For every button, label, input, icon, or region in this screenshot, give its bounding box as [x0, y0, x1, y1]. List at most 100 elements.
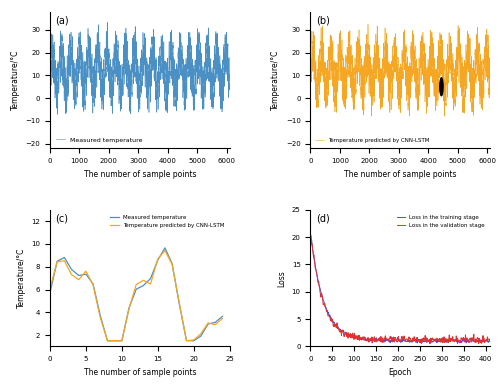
- Loss in the validation stage: [462, 333, 468, 337]
- Line: Temperature predicted by CNN-LSTM: Temperature predicted by CNN-LSTM: [310, 24, 493, 116]
- Ellipse shape: [440, 78, 443, 96]
- Line: Measured temperature: Measured temperature: [50, 248, 222, 341]
- Loss in the training stage: [462, 339, 468, 343]
- Measured temperature: [126, 306, 132, 310]
- Loss in the training stage: [454, 341, 460, 346]
- Temperature predicted by CNN-LSTM: [346, 64, 352, 69]
- Loss in the validation stage: [341, 334, 347, 339]
- Measured temperature: [47, 290, 53, 295]
- Measured temperature: [90, 282, 96, 286]
- Temperature predicted by CNN-LSTM: [198, 331, 204, 336]
- Measured temperature: [68, 267, 74, 272]
- Temperature predicted by CNN-LSTM: [47, 286, 53, 291]
- X-axis label: The number of sample points: The number of sample points: [84, 169, 196, 179]
- Temperature predicted by CNN-LSTM: [162, 248, 168, 253]
- Measured temperature: [220, 314, 226, 319]
- Y-axis label: Temperature/°C: Temperature/°C: [272, 50, 280, 110]
- Temperature predicted by CNN-LSTM: [190, 338, 196, 342]
- Measured temperature: [212, 320, 218, 325]
- Measured temperature: [184, 338, 190, 343]
- Temperature predicted by CNN-LSTM: [169, 262, 175, 267]
- Temperature predicted by CNN-LSTM: [486, 77, 492, 81]
- Y-axis label: Temperature/°C: Temperature/°C: [11, 50, 20, 110]
- Line: Loss in the training stage: Loss in the training stage: [311, 236, 490, 343]
- Measured temperature: [62, 255, 68, 260]
- Loss in the validation stage: [462, 340, 468, 345]
- Temperature predicted by CNN-LSTM: [308, 72, 314, 76]
- Y-axis label: Loss: Loss: [277, 270, 286, 286]
- Loss in the validation stage: [378, 334, 384, 339]
- Measured temperature: [50, 64, 56, 69]
- Text: (d): (d): [316, 214, 330, 224]
- Measured temperature: [104, 338, 110, 343]
- Line: Temperature predicted by CNN-LSTM: Temperature predicted by CNN-LSTM: [50, 251, 222, 341]
- Temperature predicted by CNN-LSTM: [112, 338, 117, 343]
- Measured temperature: [104, 20, 110, 25]
- Measured temperature: [121, 82, 127, 86]
- Measured temperature: [148, 276, 154, 281]
- Temperature predicted by CNN-LSTM: [76, 277, 82, 282]
- Measured temperature: [176, 302, 182, 306]
- Temperature predicted by CNN-LSTM: [176, 301, 182, 305]
- Loss in the training stage: [308, 234, 314, 239]
- Loss in the validation stage: [308, 233, 314, 238]
- Temperature predicted by CNN-LSTM: [220, 316, 226, 321]
- Legend: Measured temperature, Temperature predicted by CNN-LSTM: Measured temperature, Temperature predic…: [108, 213, 227, 230]
- Measured temperature: [162, 246, 168, 250]
- Temperature predicted by CNN-LSTM: [104, 338, 110, 343]
- Loss in the training stage: [378, 338, 384, 343]
- Temperature predicted by CNN-LSTM: [382, 57, 388, 62]
- Temperature predicted by CNN-LSTM: [140, 278, 146, 283]
- Legend: Loss in the training stage, Loss in the validation stage: Loss in the training stage, Loss in the …: [394, 213, 487, 230]
- Loss in the validation stage: [382, 338, 388, 342]
- Measured temperature: [155, 258, 161, 263]
- Temperature predicted by CNN-LSTM: [368, 114, 374, 119]
- Temperature predicted by CNN-LSTM: [490, 68, 496, 72]
- Measured temperature: [54, 112, 60, 117]
- Temperature predicted by CNN-LSTM: [54, 259, 60, 264]
- Text: (a): (a): [56, 16, 69, 26]
- Loss in the validation stage: [312, 266, 318, 271]
- Loss in the training stage: [487, 339, 493, 344]
- Measured temperature: [190, 338, 196, 343]
- Y-axis label: Temperature/°C: Temperature/°C: [16, 248, 26, 308]
- Temperature predicted by CNN-LSTM: [90, 283, 96, 287]
- Measured temperature: [112, 338, 117, 343]
- X-axis label: Epoch: Epoch: [388, 368, 412, 377]
- Temperature predicted by CNN-LSTM: [155, 257, 161, 261]
- Loss in the training stage: [341, 330, 347, 335]
- Temperature predicted by CNN-LSTM: [184, 338, 190, 343]
- Temperature predicted by CNN-LSTM: [62, 258, 68, 263]
- Loss in the validation stage: [427, 341, 433, 346]
- Temperature predicted by CNN-LSTM: [310, 67, 316, 72]
- Measured temperature: [54, 259, 60, 263]
- Measured temperature: [198, 334, 204, 338]
- Loss in the training stage: [312, 263, 318, 268]
- Loss in the training stage: [462, 340, 468, 344]
- Line: Loss in the validation stage: Loss in the validation stage: [311, 235, 490, 344]
- Temperature predicted by CNN-LSTM: [119, 338, 125, 343]
- Temperature predicted by CNN-LSTM: [212, 322, 218, 327]
- Temperature predicted by CNN-LSTM: [133, 282, 139, 287]
- Temperature predicted by CNN-LSTM: [68, 273, 74, 277]
- Text: (c): (c): [56, 214, 68, 224]
- Legend: Measured temperature: Measured temperature: [53, 135, 145, 145]
- Temperature predicted by CNN-LSTM: [83, 269, 89, 273]
- Measured temperature: [133, 287, 139, 291]
- Loss in the validation stage: [487, 338, 493, 343]
- Measured temperature: [76, 273, 82, 278]
- Temperature predicted by CNN-LSTM: [365, 22, 371, 27]
- Measured temperature: [198, 83, 204, 87]
- Measured temperature: [226, 74, 232, 78]
- Loss in the training stage: [382, 340, 388, 344]
- Measured temperature: [98, 313, 103, 318]
- Measured temperature: [83, 272, 89, 276]
- Line: Measured temperature: Measured temperature: [50, 22, 233, 114]
- Measured temperature: [47, 66, 53, 71]
- Measured temperature: [140, 283, 146, 288]
- Temperature predicted by CNN-LSTM: [324, 82, 330, 87]
- Temperature predicted by CNN-LSTM: [205, 321, 211, 325]
- Measured temperature: [64, 81, 70, 85]
- X-axis label: The number of sample points: The number of sample points: [84, 368, 196, 377]
- X-axis label: The number of sample points: The number of sample points: [344, 169, 457, 179]
